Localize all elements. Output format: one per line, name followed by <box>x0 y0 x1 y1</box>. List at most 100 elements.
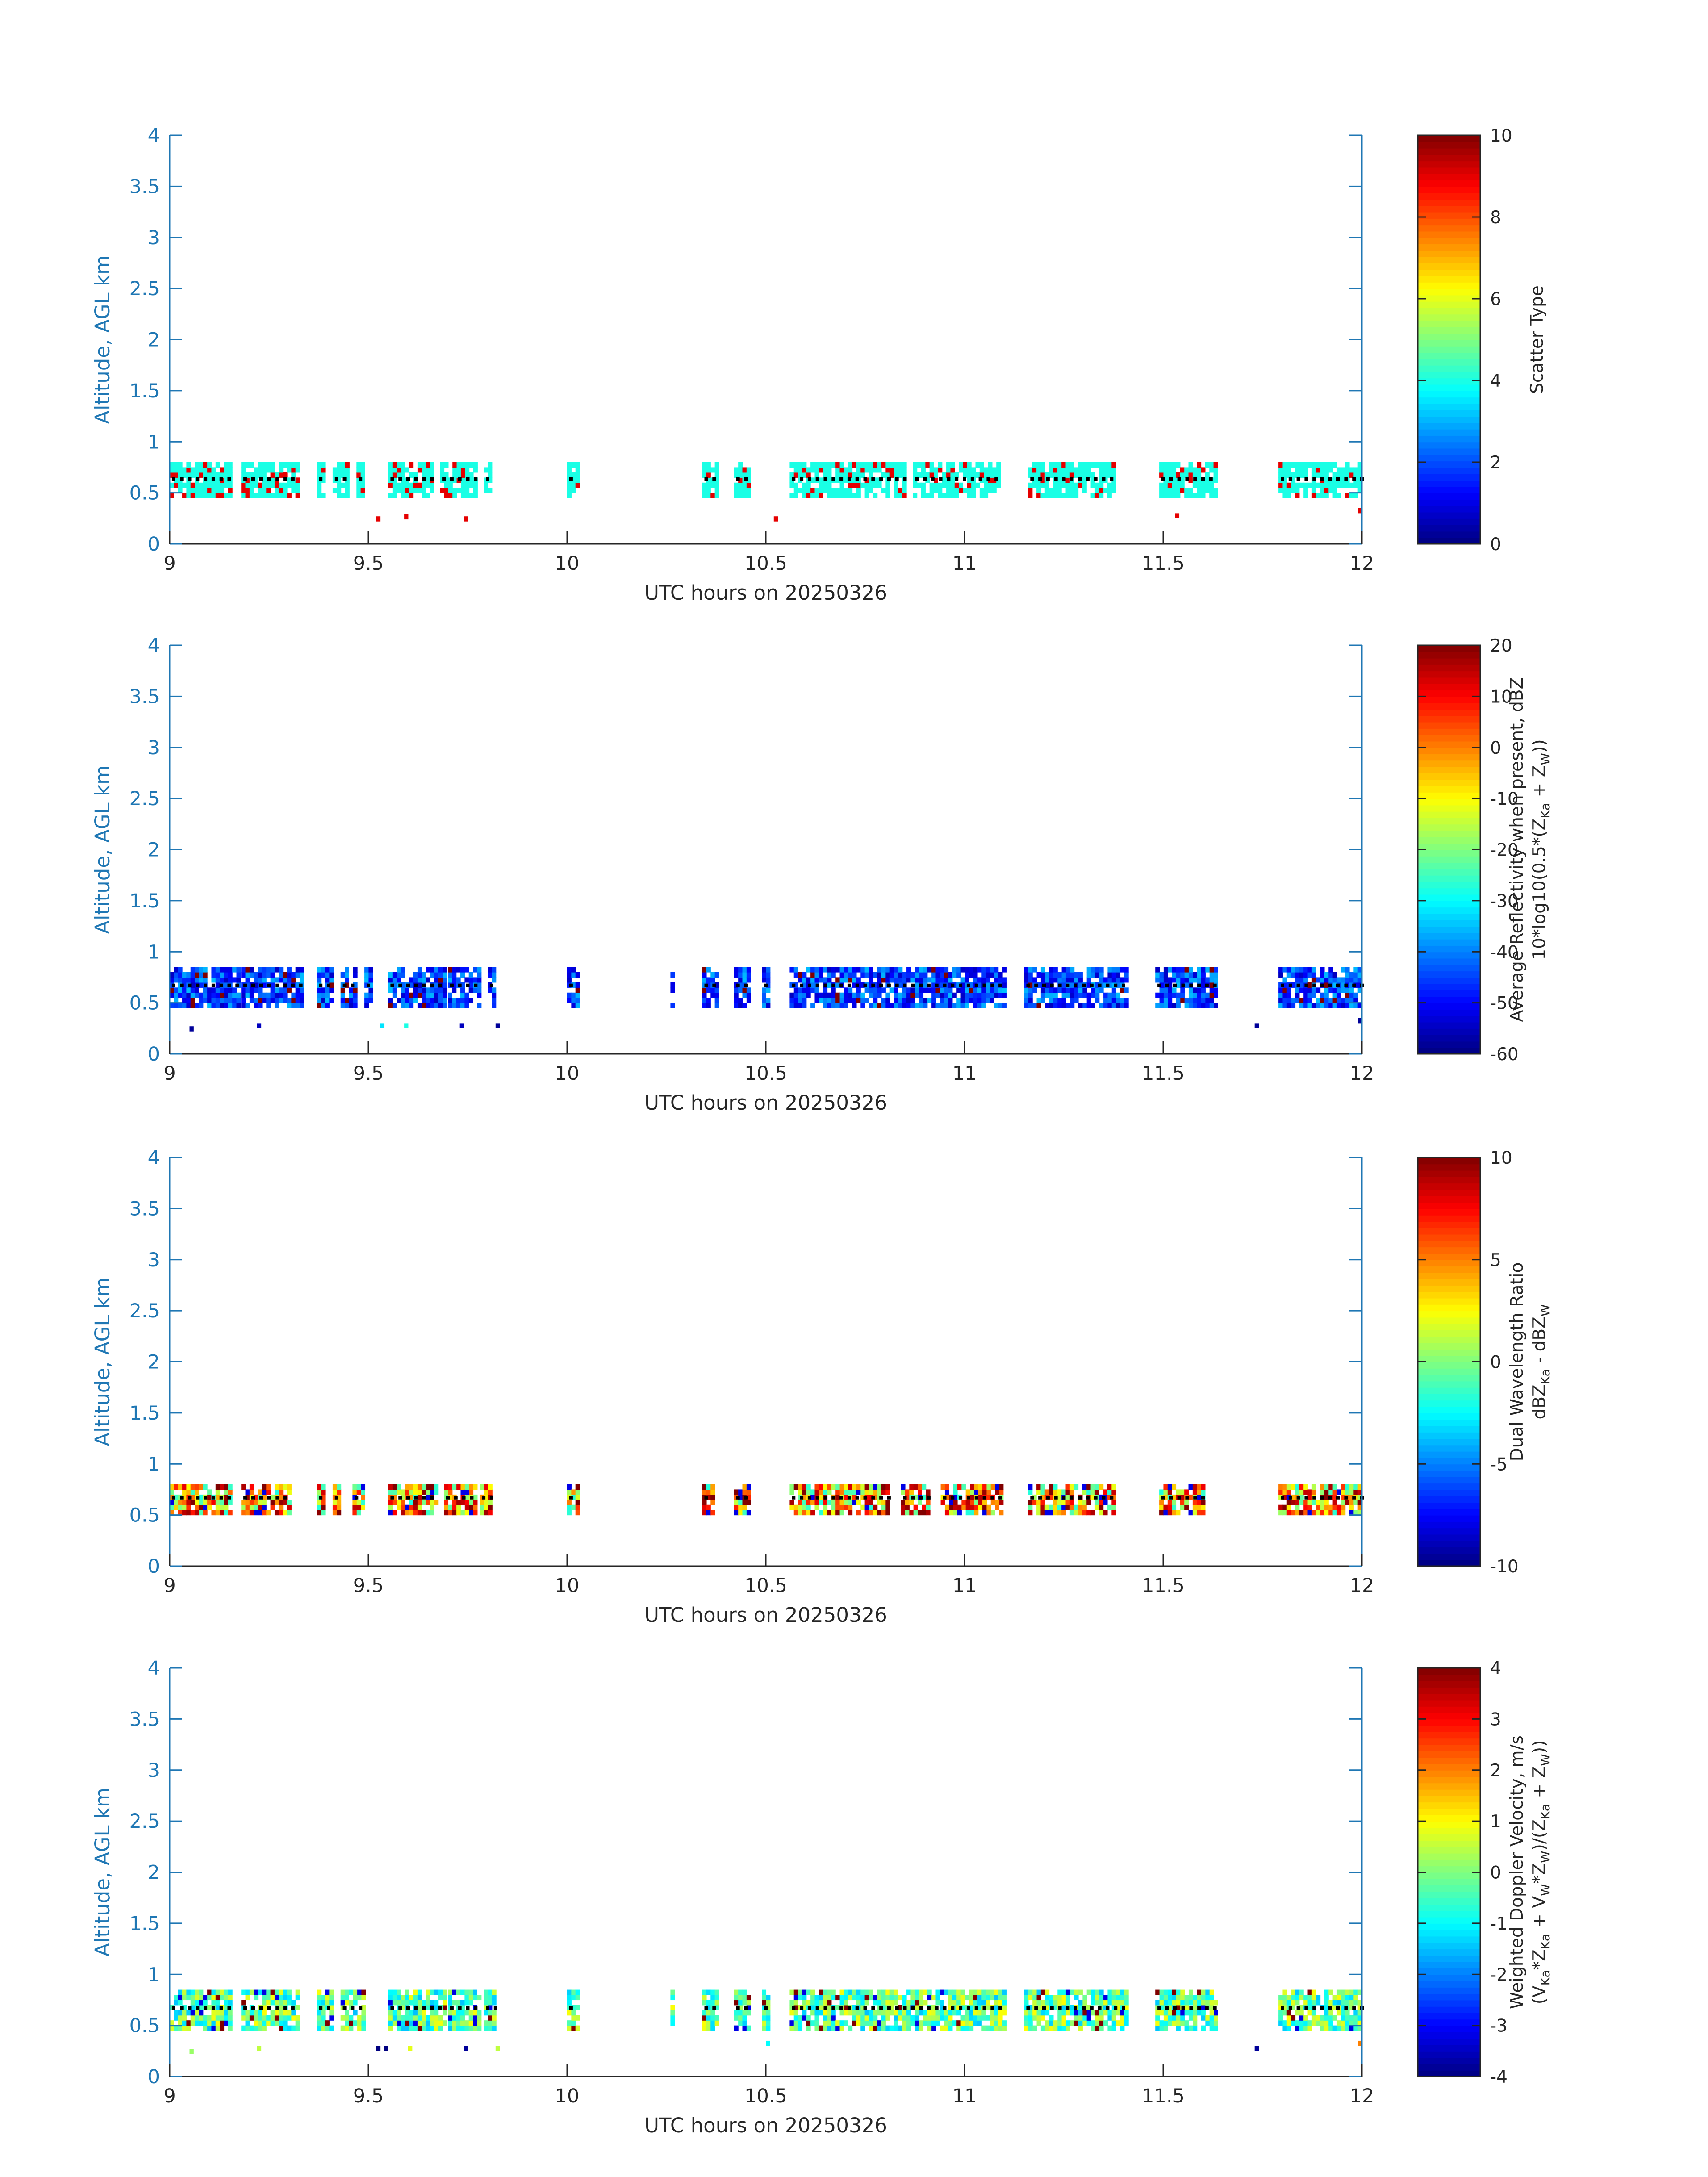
colorbar-swatch <box>1418 1559 1480 1567</box>
data-cell <box>353 2020 358 2026</box>
data-cell <box>1028 982 1033 988</box>
layer-marker <box>1213 983 1217 987</box>
data-cell <box>1028 472 1033 478</box>
data-cell <box>215 2000 220 2006</box>
data-cell <box>353 2010 358 2016</box>
data-cell <box>1002 2025 1007 2031</box>
data-cell <box>852 1003 857 1008</box>
data-cell <box>465 462 470 468</box>
data-cell <box>931 992 936 998</box>
data-cell <box>1349 1484 1354 1490</box>
data-cell <box>877 972 882 978</box>
data-cell <box>1180 987 1185 993</box>
data-cell <box>789 1500 794 1505</box>
data-cell <box>279 1484 284 1490</box>
data-cell <box>906 2010 911 2016</box>
data-cell <box>1172 1494 1177 1500</box>
data-cell <box>802 2000 807 2006</box>
data-cell <box>738 1500 743 1505</box>
data-cell <box>714 472 719 478</box>
data-cell <box>575 462 580 468</box>
data-cell <box>356 1500 361 1505</box>
data-cell <box>477 992 482 998</box>
data-cell <box>283 1484 288 1490</box>
data-cell <box>1099 1494 1104 1500</box>
data-cell <box>1159 972 1164 978</box>
data-cell <box>1172 972 1177 978</box>
data-cell <box>262 2005 267 2010</box>
data-cell <box>1172 488 1177 493</box>
data-cell <box>413 998 418 1003</box>
data-cell <box>1057 2000 1062 2006</box>
data-cell <box>1299 977 1304 983</box>
data-cell <box>468 977 473 983</box>
data-cell <box>802 1504 807 1510</box>
data-cell <box>1282 488 1287 493</box>
data-cell <box>1197 1995 1202 2001</box>
data-cell <box>291 462 296 468</box>
data-cell <box>810 2000 815 2006</box>
data-cell <box>996 482 1001 488</box>
layer-marker <box>291 983 295 987</box>
data-cell <box>852 2005 857 2010</box>
data-cell <box>434 982 439 988</box>
data-cell <box>802 467 807 473</box>
data-cell <box>241 1500 246 1505</box>
data-cell <box>1103 472 1108 478</box>
data-cell <box>228 2020 233 2026</box>
data-cell <box>670 2010 675 2016</box>
data-cell <box>746 1500 751 1505</box>
layer-marker <box>1165 983 1169 987</box>
colorbar-swatch <box>1418 1253 1480 1260</box>
data-cell <box>913 1484 918 1490</box>
data-cell <box>178 1995 183 2001</box>
data-cell <box>174 2000 179 2006</box>
data-cell <box>835 493 840 498</box>
x-tick-label: 11 <box>952 1575 977 1597</box>
data-cell <box>1214 2025 1218 2031</box>
data-cell <box>1116 982 1121 988</box>
data-cell <box>279 472 284 478</box>
data-cell <box>199 2020 204 2026</box>
data-cell <box>734 488 739 493</box>
data-cell <box>409 982 414 988</box>
x-tick-label: 9.5 <box>353 552 384 575</box>
layer-marker <box>359 477 363 481</box>
data-cell <box>1040 1494 1045 1500</box>
data-cell <box>452 998 457 1003</box>
x-tick-label: 11.5 <box>1142 1062 1185 1085</box>
data-cell <box>1184 493 1189 498</box>
data-cell <box>317 2025 322 2031</box>
data-cell <box>1099 482 1104 488</box>
data-cell <box>856 467 861 473</box>
data-cell <box>998 2015 1003 2021</box>
colorbar-swatch <box>1418 333 1480 340</box>
data-cell <box>994 2020 999 2026</box>
data-cell <box>702 462 707 468</box>
data-cell <box>417 1500 422 1505</box>
data-cell <box>353 1003 358 1008</box>
data-cell <box>426 2020 430 2026</box>
data-cell <box>1328 482 1333 488</box>
data-cell <box>1307 1504 1312 1510</box>
data-cell <box>195 1989 200 1995</box>
layer-marker <box>267 2006 271 2010</box>
data-cell <box>1303 493 1308 498</box>
data-cell <box>1176 2020 1181 2026</box>
data-cell <box>182 1003 187 1008</box>
data-cell <box>317 472 322 478</box>
layer-marker <box>927 1496 931 1500</box>
data-cell <box>986 992 990 998</box>
layer-marker <box>1169 477 1173 481</box>
data-cell <box>215 2005 220 2010</box>
data-cell <box>417 992 422 998</box>
data-cell <box>274 1510 279 1516</box>
data-cell <box>1311 1003 1316 1008</box>
data-cell <box>827 967 832 973</box>
data-cell <box>178 972 183 978</box>
data-cell <box>1070 977 1075 983</box>
colorbar-tick-label: -10 <box>1490 789 1519 809</box>
data-cell <box>1095 2025 1100 2031</box>
data-cell <box>835 462 840 468</box>
data-cell <box>935 2015 940 2021</box>
